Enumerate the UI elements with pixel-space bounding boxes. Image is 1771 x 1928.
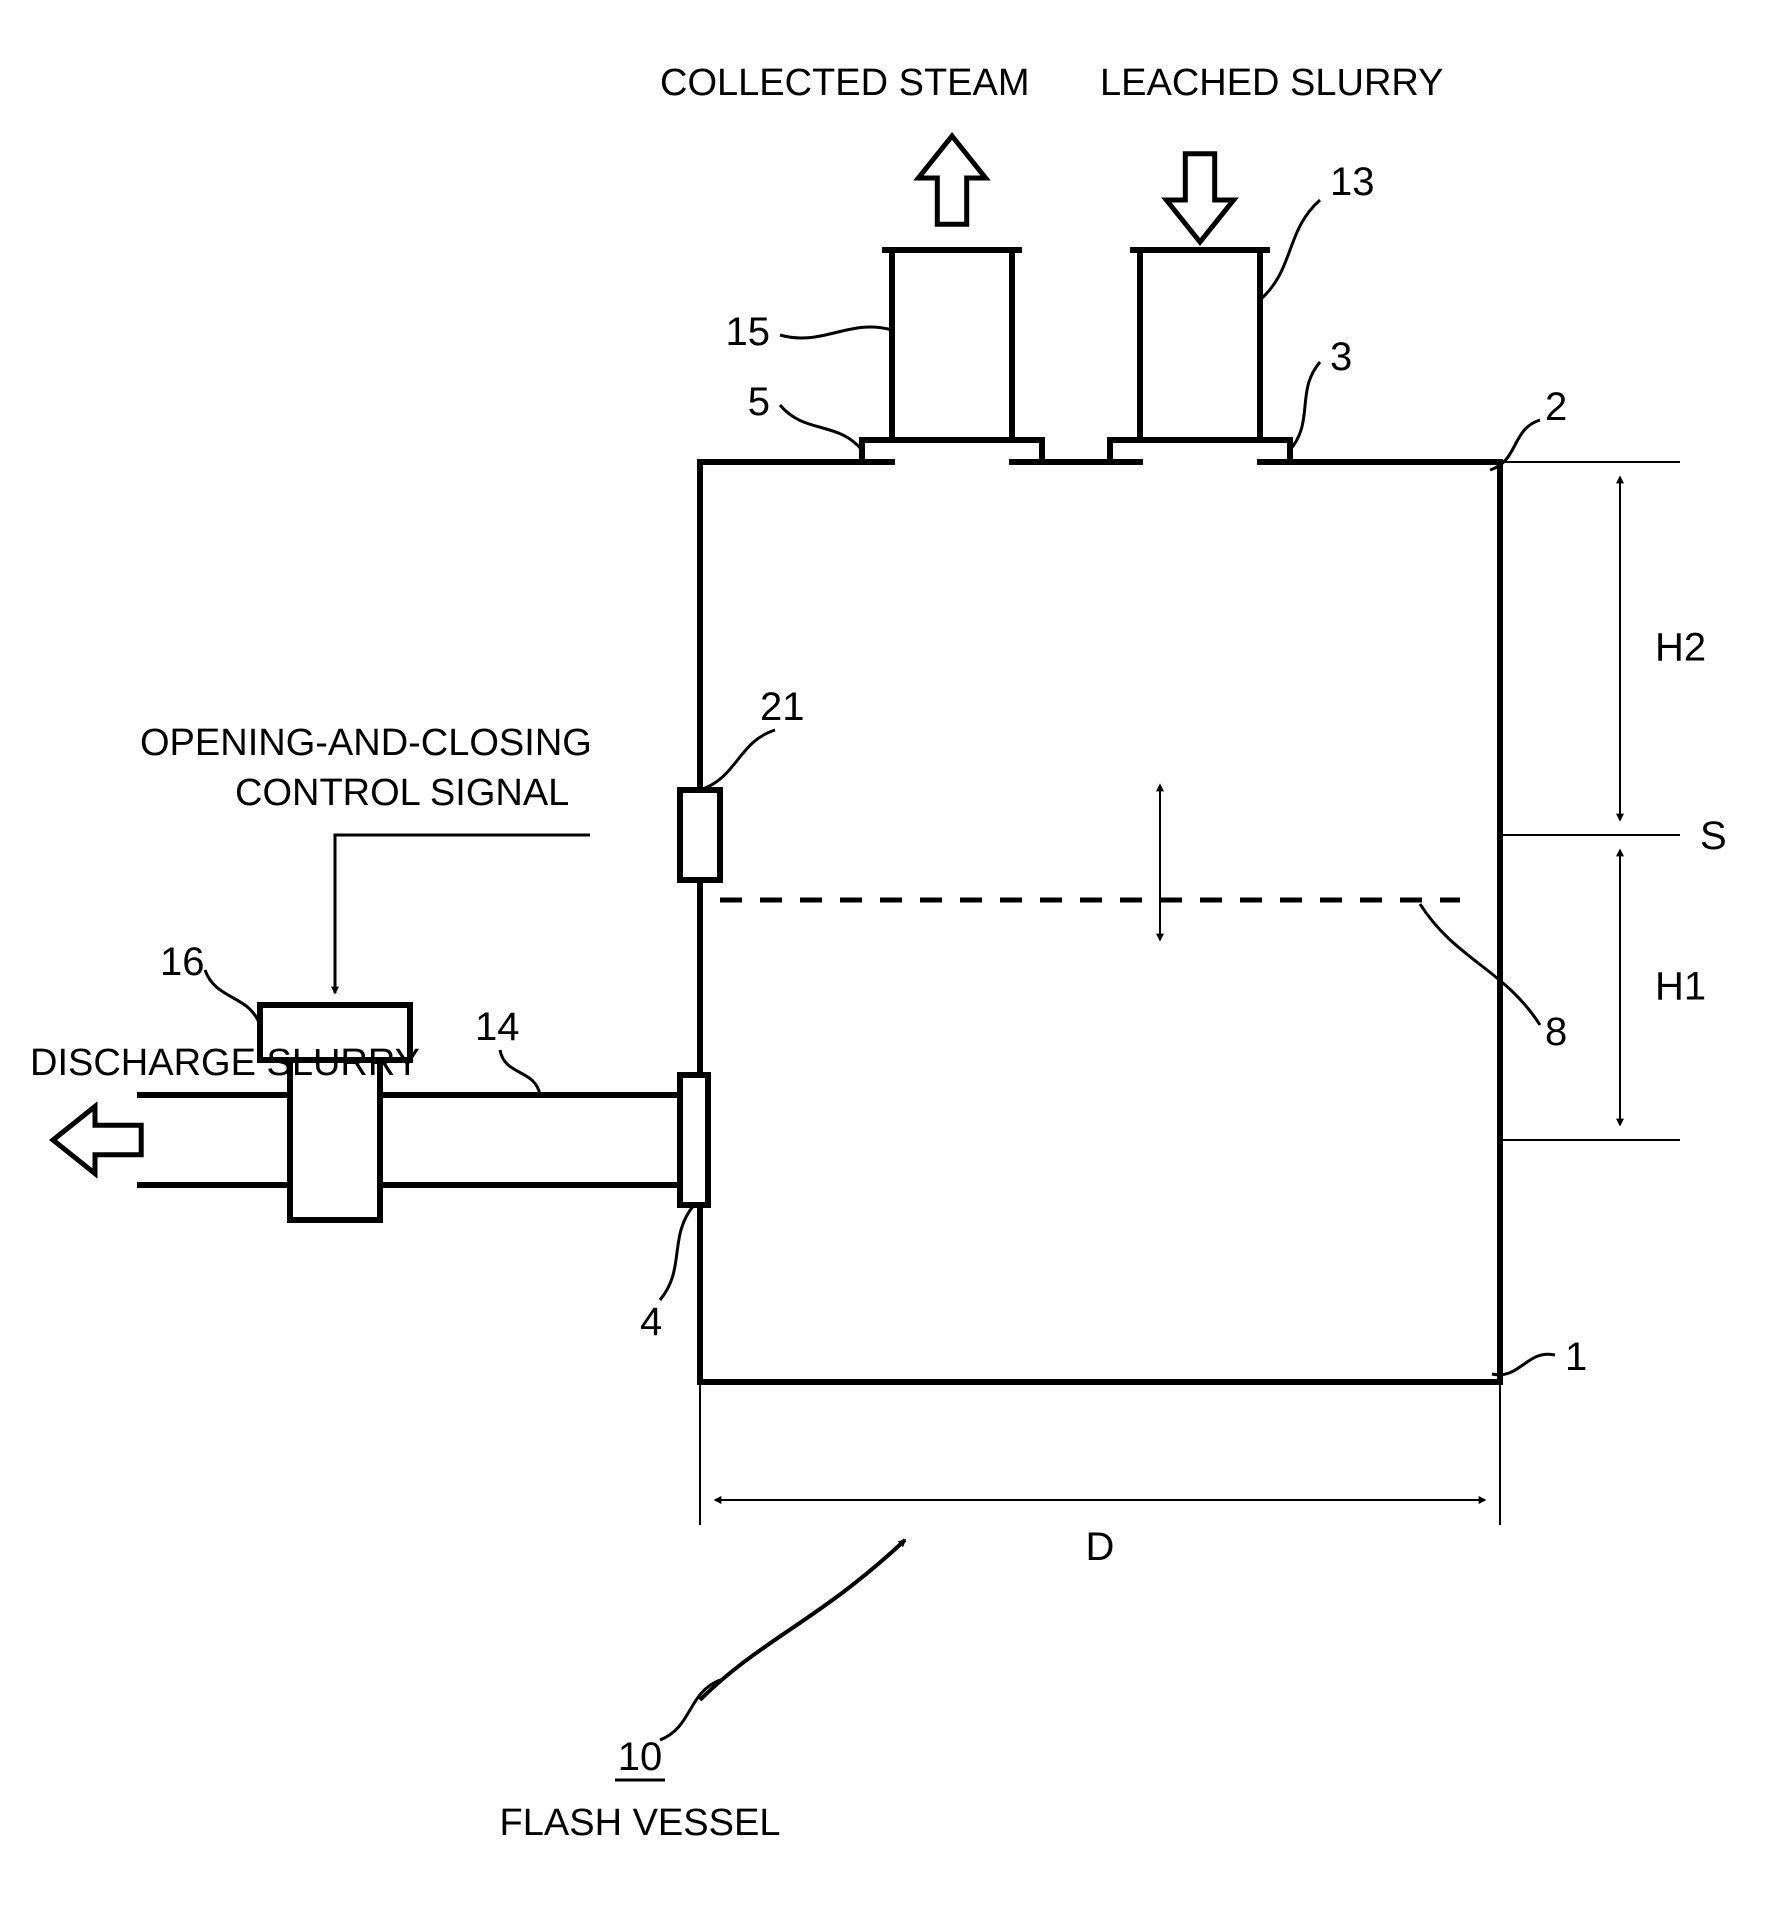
ref-15: 15 xyxy=(726,310,771,354)
ref-3: 3 xyxy=(1330,335,1352,379)
control-signal-arrow xyxy=(335,835,590,993)
dim-label-h2: H2 xyxy=(1655,626,1706,670)
ref-5: 5 xyxy=(748,380,770,424)
discharge-pipe xyxy=(140,1095,700,1185)
ref-13: 13 xyxy=(1330,160,1375,204)
ref-4: 4 xyxy=(640,1300,662,1344)
dim-label-h1: H1 xyxy=(1655,965,1706,1009)
label-discharge-slurry: DISCHARGE SLURRY xyxy=(30,1042,420,1084)
label-flash-vessel: FLASH VESSEL xyxy=(500,1802,781,1844)
valve-body xyxy=(290,1060,380,1220)
vessel-body xyxy=(700,462,1500,1382)
label-leached-slurry: LEACHED SLURRY xyxy=(1100,62,1444,104)
dim-label-s: S xyxy=(1700,814,1727,858)
discharge-flange xyxy=(680,1075,708,1205)
ref-8: 8 xyxy=(1545,1010,1567,1054)
label-control-signal-2: CONTROL SIGNAL xyxy=(235,772,569,814)
ref-2: 2 xyxy=(1545,385,1567,429)
inlet-pipe xyxy=(1140,250,1260,462)
label-collected-steam: COLLECTED STEAM xyxy=(660,62,1030,104)
ref-1: 1 xyxy=(1565,1335,1587,1379)
ref-10: 10 xyxy=(618,1735,663,1779)
steam-pipe xyxy=(892,250,1012,462)
ref-10-leader xyxy=(700,1540,905,1700)
dim-label-d: D xyxy=(1086,1525,1115,1569)
level-sensor xyxy=(680,790,720,880)
label-control-signal-1: OPENING-AND-CLOSING xyxy=(140,722,592,764)
ref-21: 21 xyxy=(760,685,805,729)
ref-16: 16 xyxy=(160,940,205,984)
ref-14: 14 xyxy=(475,1005,520,1049)
